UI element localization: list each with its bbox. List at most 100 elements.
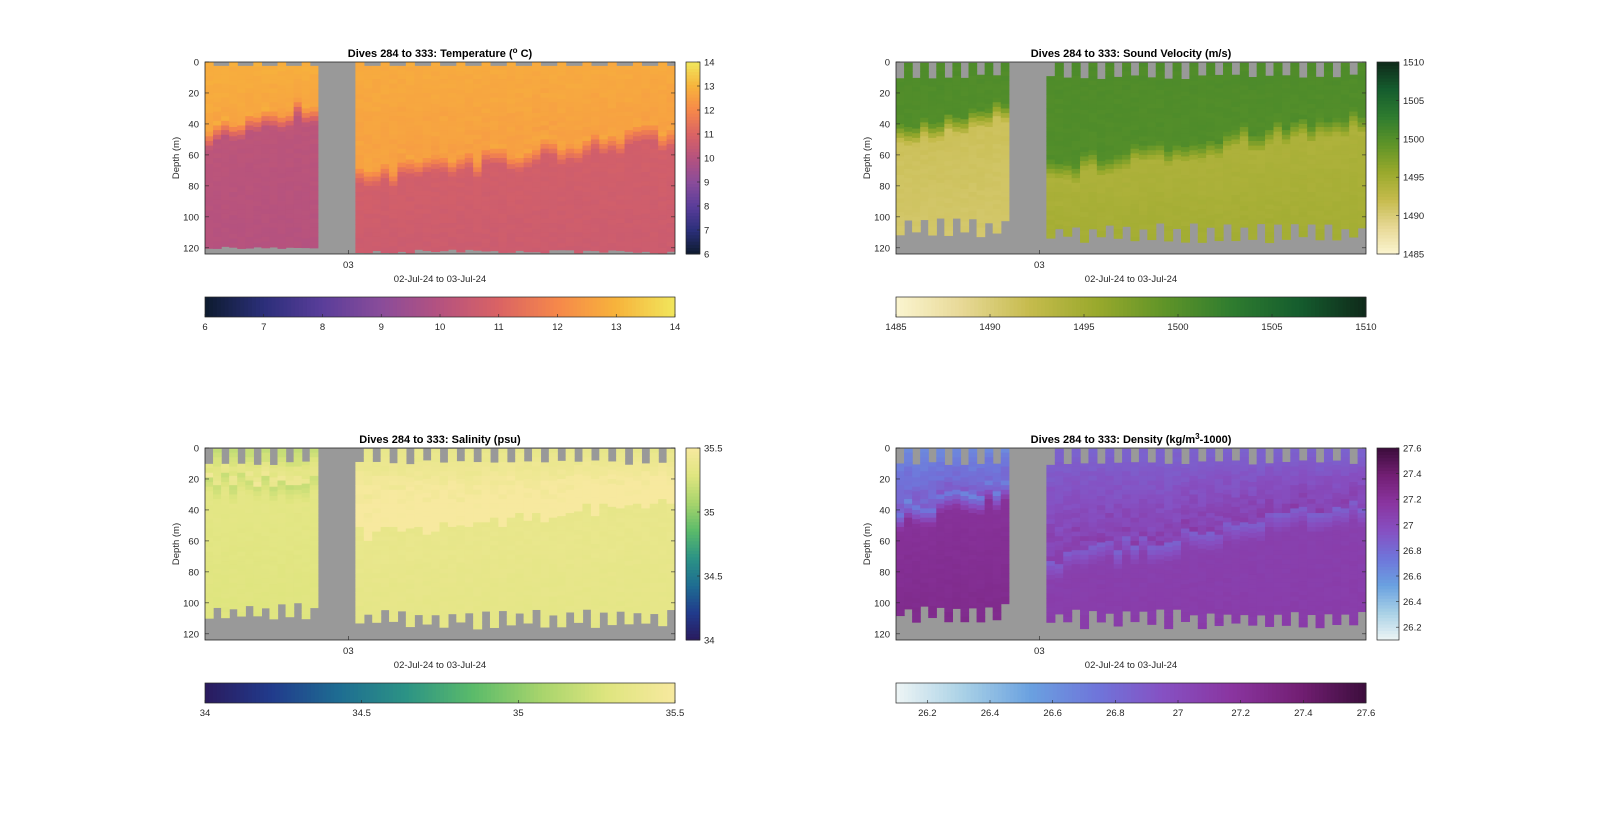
data-cell — [389, 242, 398, 247]
data-cell — [213, 499, 222, 504]
data-cell — [591, 204, 600, 209]
data-cell — [616, 177, 625, 182]
data-cell — [1223, 113, 1232, 118]
data-cell — [294, 583, 303, 588]
data-cell — [936, 215, 945, 218]
data-cell — [1206, 99, 1215, 104]
data-cell — [633, 85, 642, 90]
data-cell — [229, 504, 238, 509]
data-cell — [406, 201, 415, 206]
data-cell — [985, 63, 994, 67]
data-cell — [389, 98, 398, 103]
data-cell — [490, 200, 499, 205]
data-cell — [1324, 187, 1333, 192]
data-cell — [490, 172, 499, 177]
data-cell — [1341, 164, 1350, 169]
data-cell — [1290, 155, 1299, 160]
data-cell — [591, 88, 600, 93]
data-cell — [1080, 152, 1089, 157]
data-cell — [641, 153, 650, 158]
data-cell — [278, 555, 287, 560]
data-cell — [310, 163, 319, 168]
data-cell — [286, 513, 295, 518]
data-cell — [278, 248, 287, 249]
data-cell — [1147, 178, 1156, 183]
data-cell — [904, 141, 913, 146]
data-cell — [397, 102, 406, 107]
data-cell — [237, 547, 246, 552]
data-cell — [524, 163, 533, 168]
data-cell — [1223, 160, 1232, 165]
data-cell — [557, 99, 566, 104]
data-cell — [310, 181, 319, 186]
data-cell — [1358, 187, 1367, 192]
data-cell — [1324, 220, 1333, 225]
data-cell — [355, 150, 364, 155]
data-cell — [920, 132, 929, 137]
colorbar-step — [659, 297, 663, 317]
data-cell — [1358, 201, 1367, 206]
data-cell — [515, 232, 524, 237]
data-cell — [1063, 110, 1072, 115]
data-cell — [969, 197, 978, 202]
data-cell — [261, 84, 270, 89]
data-cell — [1181, 143, 1190, 148]
data-cell — [549, 223, 558, 228]
data-cell — [658, 127, 667, 132]
data-cell — [549, 218, 558, 223]
data-cell — [1273, 122, 1282, 127]
data-cell — [389, 135, 398, 140]
data-cell — [1223, 187, 1232, 192]
data-cell — [205, 524, 214, 529]
data-cell — [1001, 141, 1010, 146]
data-cell — [1273, 108, 1282, 113]
data-cell — [625, 232, 634, 237]
data-cell — [912, 180, 921, 185]
colorbar-step — [1335, 297, 1339, 317]
data-cell — [465, 218, 474, 223]
data-cell — [364, 242, 373, 247]
data-cell — [355, 146, 364, 151]
data-cell — [269, 612, 278, 617]
data-cell — [557, 95, 566, 100]
data-cell — [423, 181, 432, 186]
data-cell — [1341, 187, 1350, 192]
data-cell — [423, 242, 432, 247]
data-cell — [372, 116, 381, 121]
data-cell — [221, 167, 230, 172]
data-cell — [1290, 104, 1299, 109]
data-cell — [1299, 101, 1308, 106]
data-cell — [1282, 181, 1291, 186]
data-cell — [633, 160, 642, 165]
data-cell — [993, 144, 1002, 149]
data-cell — [302, 558, 311, 563]
data-cell — [985, 81, 994, 86]
data-cell — [498, 251, 507, 253]
data-cell — [1358, 63, 1367, 67]
data-cell — [423, 172, 432, 177]
data-cell — [381, 169, 390, 174]
data-cell — [608, 220, 617, 225]
chart-title: Dives 284 to 333: Sound Velocity (m/s) — [1031, 48, 1232, 60]
data-cell — [431, 113, 440, 118]
data-cell — [904, 113, 913, 118]
data-cell — [507, 234, 516, 239]
data-cell — [205, 496, 214, 501]
data-cell — [261, 242, 270, 247]
data-cell — [1173, 118, 1182, 123]
data-cell — [310, 139, 319, 144]
data-cell — [286, 522, 295, 527]
data-cell — [1282, 144, 1291, 149]
data-cell — [221, 121, 230, 126]
data-cell — [253, 104, 262, 109]
data-cell — [269, 515, 278, 520]
colorbar-step — [686, 113, 700, 117]
data-cell — [213, 79, 222, 84]
data-cell — [650, 158, 659, 163]
data-cell — [237, 112, 246, 117]
data-cell — [993, 135, 1002, 140]
data-cell — [896, 175, 905, 180]
data-cell — [658, 183, 667, 188]
data-cell — [278, 527, 287, 532]
data-cell — [1341, 67, 1350, 72]
